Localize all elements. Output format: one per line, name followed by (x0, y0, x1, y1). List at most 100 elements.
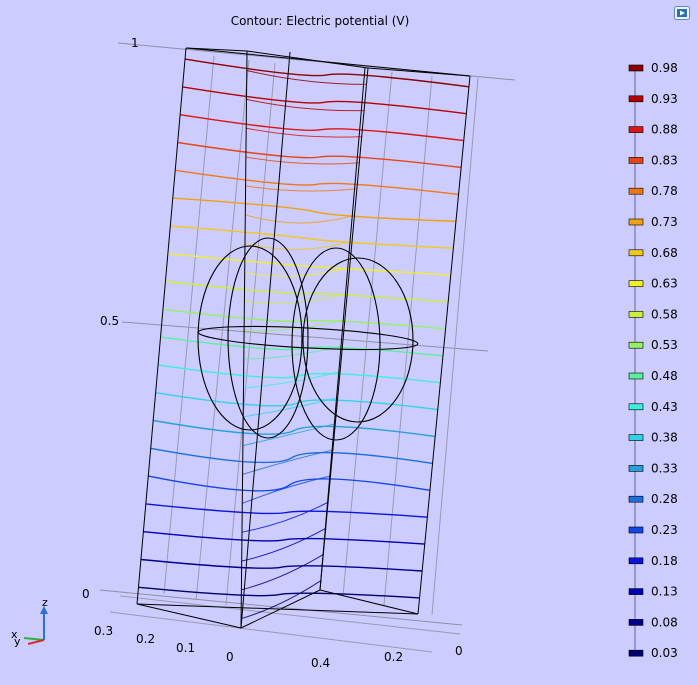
grid-line (383, 75, 433, 606)
legend-swatch (628, 341, 644, 349)
contour-line (246, 70, 368, 85)
box-edge (136, 603, 242, 629)
x-tick-label: 0 (455, 644, 463, 658)
box-edge (136, 47, 187, 605)
contour-line (182, 86, 467, 115)
contour-line (243, 397, 339, 418)
grid-line (99, 589, 463, 626)
contour-line (244, 266, 351, 277)
z-tick-label: 0 (82, 587, 90, 601)
legend-swatch (628, 187, 644, 195)
sphere-edge (197, 325, 419, 351)
contour-line (143, 531, 425, 545)
legend-label: 0.93 (651, 92, 678, 106)
grid-line (163, 55, 215, 595)
legend-swatch (628, 403, 644, 411)
grid-line (119, 595, 461, 635)
contour-line (179, 114, 464, 142)
contour-line (170, 225, 454, 249)
legend-label: 0.73 (651, 215, 678, 229)
contour-line (177, 141, 462, 169)
contour-line (172, 197, 457, 222)
contour-line (244, 240, 353, 250)
contour-line (241, 553, 325, 591)
grid-line (121, 321, 489, 352)
contour-line (242, 475, 332, 504)
legend-swatch (628, 249, 644, 257)
legend-swatch (628, 311, 644, 318)
y-tick-label: 0.3 (94, 624, 113, 638)
legend-swatch (628, 64, 644, 72)
box-edge (240, 50, 248, 629)
legend-label: 0.63 (651, 277, 678, 291)
legend-label: 0.18 (651, 554, 678, 568)
contour-line (246, 98, 365, 112)
legend-label: 0.38 (651, 431, 678, 445)
box-edge (319, 589, 419, 615)
triad-y-label: y (14, 635, 21, 648)
contour-line (242, 449, 334, 475)
box-edge (417, 75, 471, 615)
contour-line (138, 586, 420, 599)
legend-toggle-icon[interactable] (674, 6, 690, 20)
contour-line (242, 423, 336, 447)
legend-label: 0.88 (651, 123, 678, 137)
x-tick-label: 0.2 (384, 650, 403, 664)
contour-line (150, 447, 433, 465)
axis-ticks: 0 0.5 1 0.3 0.2 0.1 0 0.4 0.2 0 (82, 36, 463, 670)
legend-label: 0.78 (651, 184, 678, 198)
box-edge (240, 589, 321, 629)
legend-swatch (628, 588, 644, 595)
legend-swatch (628, 465, 644, 472)
triad-x-axis (27, 639, 45, 645)
legend-swatch (628, 218, 644, 226)
grid-line (109, 611, 433, 653)
sphere-edge (197, 245, 303, 431)
legend-label: 0.13 (651, 585, 678, 599)
legend-label: 0.43 (651, 400, 678, 414)
contour-line (245, 185, 358, 192)
legend-swatch (628, 372, 644, 380)
legend-label: 0.23 (651, 523, 678, 537)
legend-swatch (628, 434, 644, 441)
box-edge (136, 603, 419, 615)
legend-swatch (628, 619, 644, 626)
grid-line (195, 59, 250, 601)
plot-title: Contour: Electric potential (V) (230, 14, 410, 28)
contour-line (245, 214, 356, 224)
legend-swatch (628, 526, 644, 534)
sphere-edge (302, 257, 414, 423)
legend-label: 0.08 (651, 615, 678, 629)
legend-swatch (628, 557, 644, 565)
geometry-edges (136, 47, 471, 629)
contour-line (175, 169, 459, 196)
contour-line (244, 318, 346, 332)
box-edge (185, 47, 248, 52)
sphere-edge (291, 247, 381, 441)
axis-grid (99, 42, 516, 653)
contour-line (246, 127, 363, 138)
legend-label: 0.68 (651, 246, 678, 260)
triad-y-axis (23, 637, 45, 641)
sphere-edge (227, 237, 309, 439)
contour-line (153, 419, 436, 438)
legend-swatch (628, 157, 644, 164)
contour-line (243, 344, 344, 360)
triad-x-label: x (11, 628, 18, 641)
legend-label: 0.58 (651, 307, 678, 321)
legend-swatch (628, 95, 644, 103)
color-legend: 0.98 0.93 0.88 0.83 0.78 0.73 0.68 0.63 0.58 0.53… (628, 61, 678, 660)
contour-line (157, 364, 441, 384)
z-tick-label: 1 (131, 36, 139, 50)
contour-line (243, 371, 341, 389)
x-tick-label: 0.4 (311, 656, 330, 670)
box-edge (240, 51, 291, 629)
legend-swatch (628, 126, 644, 133)
contour-line (140, 558, 423, 572)
legend-label: 0.33 (651, 461, 678, 475)
grid-line (225, 62, 276, 606)
contour-line (241, 527, 327, 562)
box-edge (319, 67, 366, 591)
